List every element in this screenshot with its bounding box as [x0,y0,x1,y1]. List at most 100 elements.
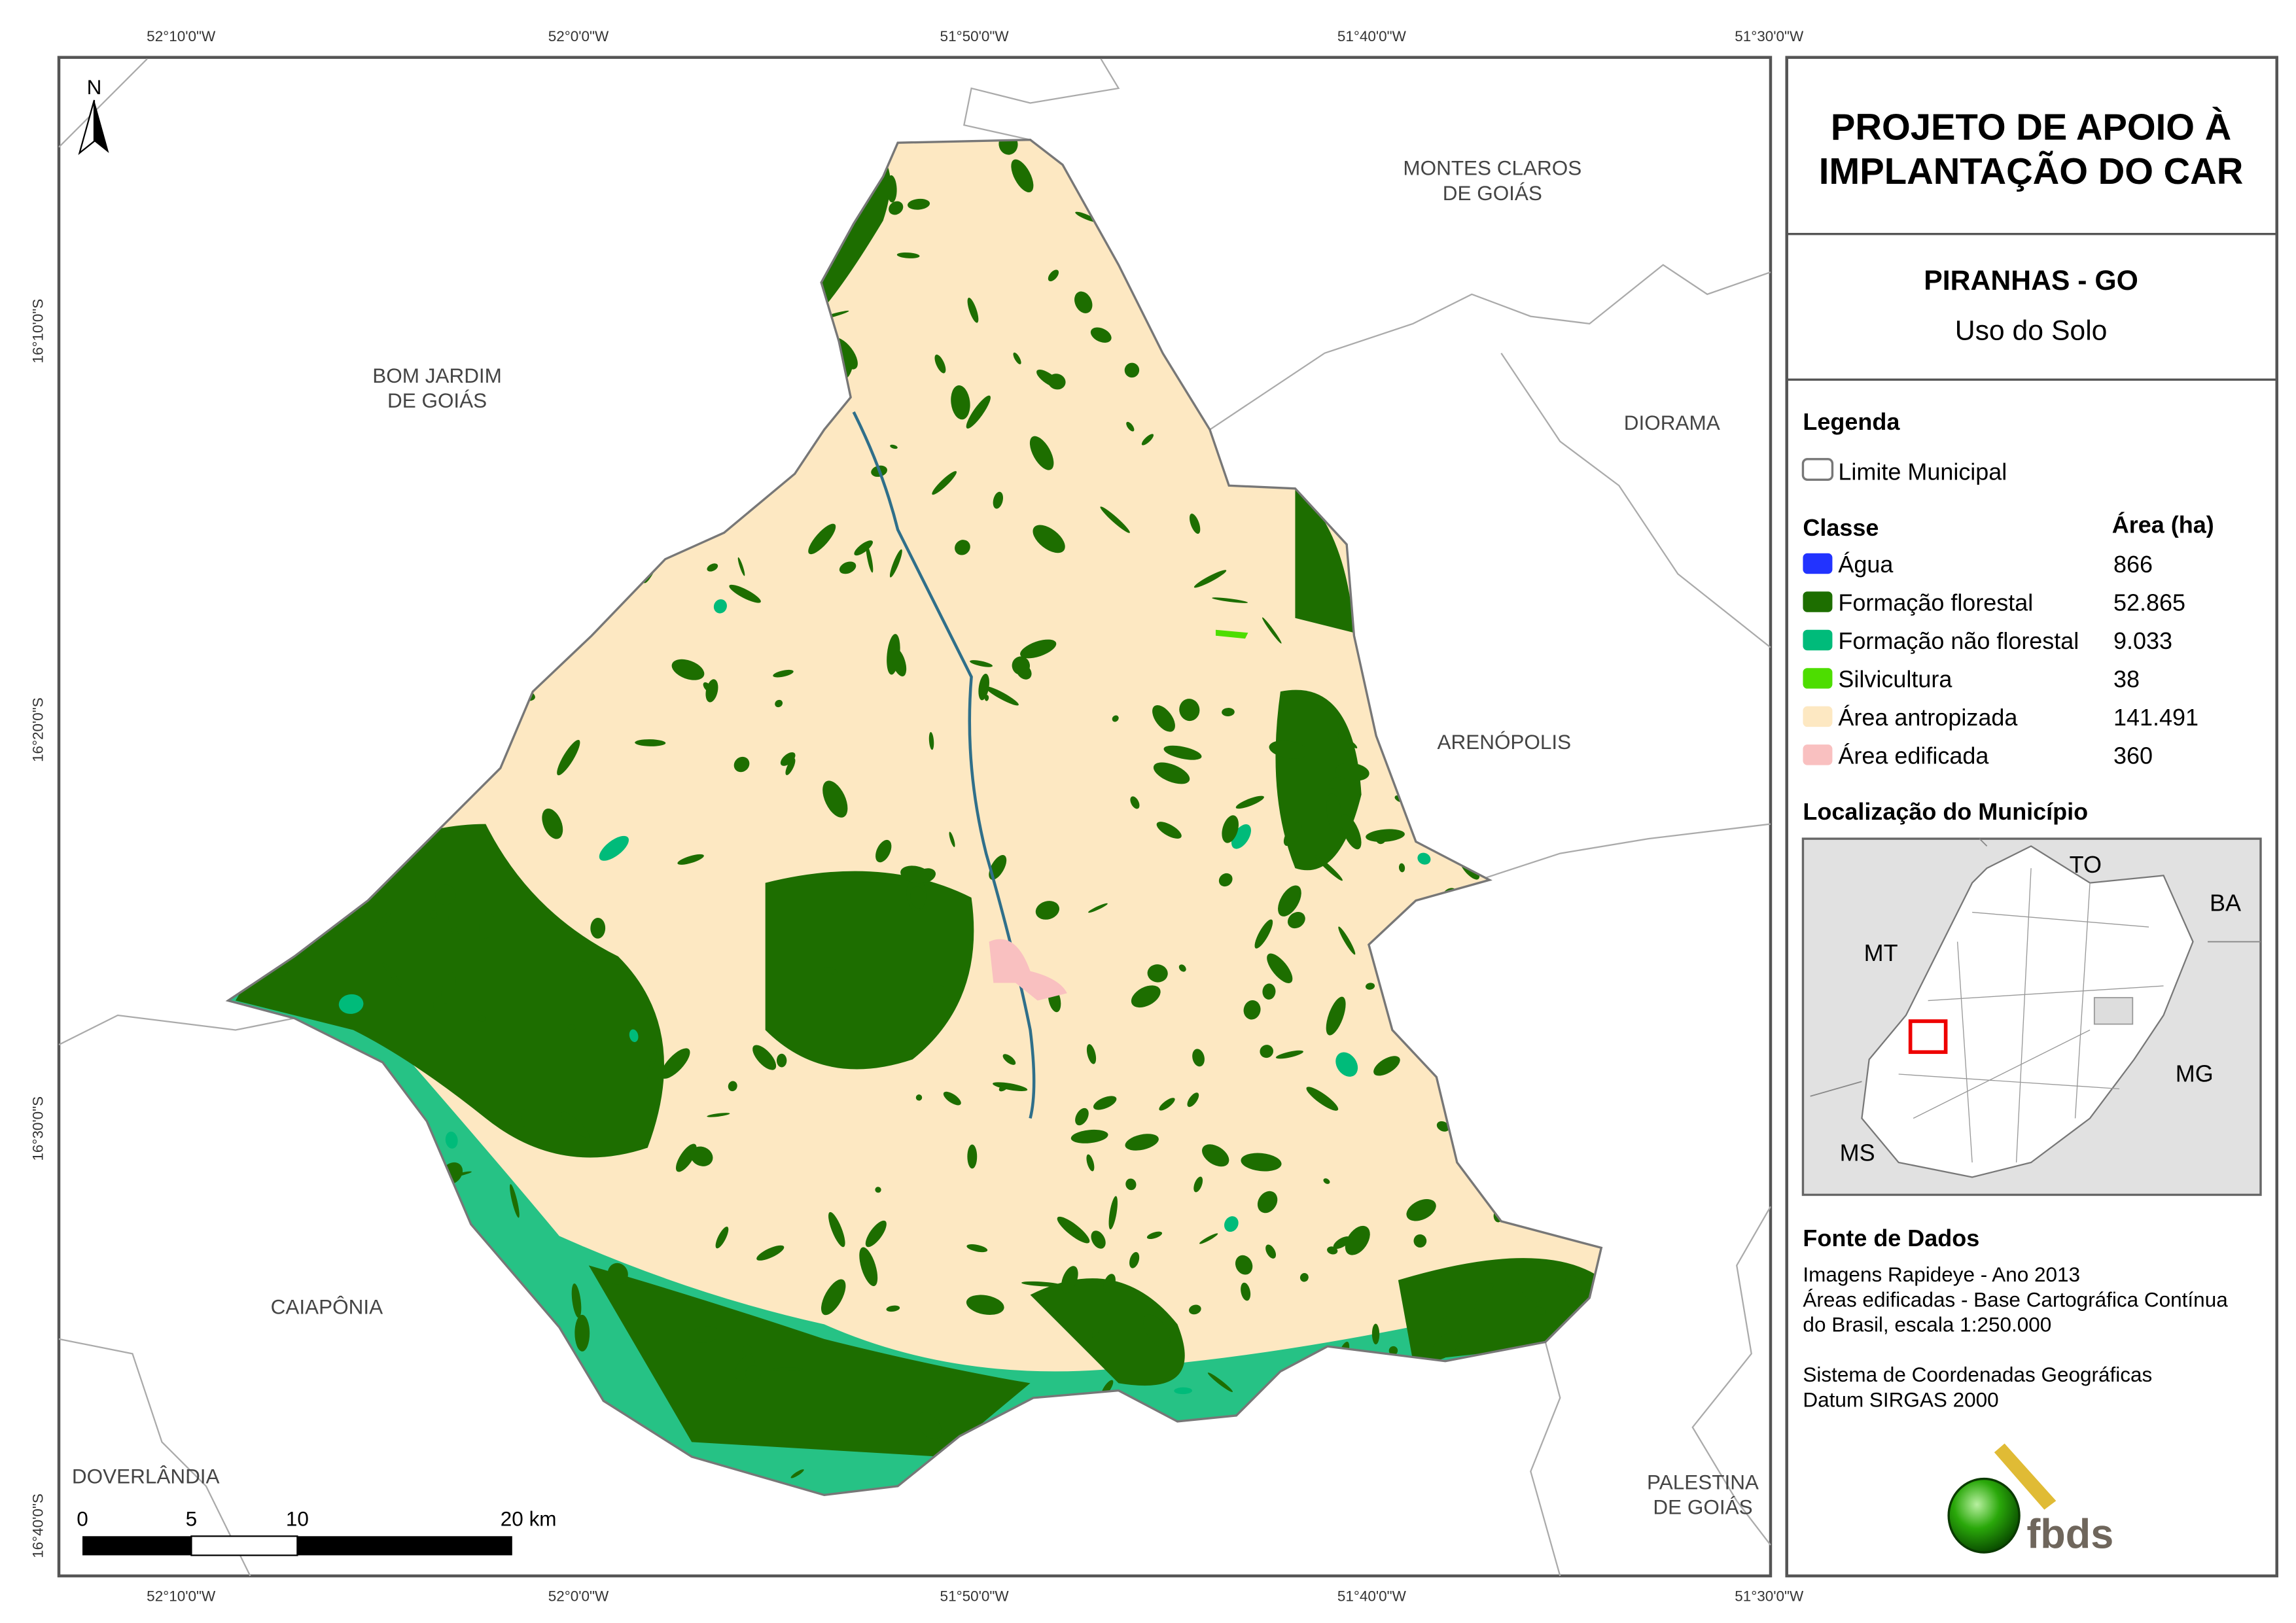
forest-patch [338,994,364,1014]
north-arrow-icon-dark [94,99,109,153]
place-labels: BOM JARDIM DE GOIÁS MONTES CLAROS DE GOI… [72,156,1759,1519]
title-line-1: PROJETO DE APOIO À [1831,107,2231,148]
forest-patch [478,1015,486,1022]
forest-patch [1163,745,1202,760]
lon-bottom-2: 51°50'0"W [940,1588,1010,1604]
forest-patch [1235,795,1264,809]
forest-patch [1338,926,1356,955]
forest-patch [590,918,606,939]
source-line-1: Imagens Rapideye - Ano 2013 [1803,1263,2080,1286]
source-line-3: do Brasil, escala 1:250.000 [1803,1313,2051,1336]
forest-patch [1189,1304,1201,1315]
inset-label-to: TO [2070,851,2102,878]
place-montes-claros-2: DE GOIÁS [1443,181,1542,205]
forest-patch [775,699,783,708]
lon-bottom-3: 51°40'0"W [1337,1588,1407,1604]
forest-patch [1326,996,1346,1036]
legend-heading: Legenda [1803,408,1900,435]
forest-patch [1143,1314,1171,1348]
forest-patch [567,1024,577,1030]
forest-patch [574,1314,590,1352]
forest-patch [1218,873,1233,887]
forest-patch [866,545,874,573]
forest-patch [1222,708,1235,716]
forest-patch [1075,211,1098,222]
forest-patch [1125,1178,1137,1191]
forest-patch [675,1143,697,1172]
forest-patch [1212,597,1248,603]
forest-patch [1241,1282,1251,1301]
forest-patch [1341,814,1362,850]
legend-swatch [1803,629,1833,651]
forest-patch [1048,270,1059,281]
lat-2: 16°30'0"S [29,1096,46,1161]
place-arenopolis: ARENÓPOLIS [1437,730,1571,754]
forest-patch [1373,1056,1400,1076]
forest-patch [1124,362,1140,378]
scale-tick-10: 10 [286,1507,309,1531]
forest-patch [1371,1323,1380,1345]
forest-patch [1193,1176,1203,1193]
forest-patch [430,910,438,919]
forest-patch [896,252,920,258]
forest-patch [854,540,874,556]
location-marker [1908,1019,1948,1055]
forest-patch [542,808,563,839]
lon-top-2: 51°50'0"W [940,28,1010,44]
forest-patch [381,962,403,988]
forest-patch [1326,793,1342,833]
place-doverlandia: DOVERLÂNDIA [72,1464,220,1488]
forest-patch [1011,159,1034,193]
forest-patch [1147,964,1168,983]
forest-patch [822,780,848,818]
forest-patch [1299,1272,1309,1282]
forest-patch [1129,1251,1140,1268]
forest-patch [1057,1216,1090,1244]
forest-patch [1348,740,1358,748]
place-palestina-2: DE GOIÁS [1653,1495,1752,1519]
place-bom-jardim: BOM JARDIM [372,364,502,387]
forest-patch [629,1029,639,1042]
forest-patch [690,1146,713,1166]
forest-patch [932,471,957,495]
forest-patch [1035,901,1060,920]
forest-patch [689,1326,720,1343]
legend-swatch [1803,668,1833,689]
crs-line-2: Datum SIRGAS 2000 [1803,1387,1998,1411]
forest-patch [890,444,898,449]
forest-patch [1335,763,1369,781]
forest-patch [970,660,993,667]
forest-patch [756,1245,785,1261]
forest-patch [1070,1129,1108,1143]
forest-patch [949,831,955,847]
forest-patch [934,354,946,374]
forest-patch [891,648,907,676]
forest-patch [607,1263,628,1285]
forest-patch [1388,1346,1398,1355]
forest-patch [1278,885,1301,916]
forest-patch [1413,1234,1427,1248]
forest-patch [917,1412,942,1440]
forest-patch [1021,1281,1062,1287]
forest-patch [1029,436,1054,470]
boundary-label: Limite Municipal [1838,458,2007,485]
forest-patch [1141,434,1154,445]
map-subtitle: Uso do Solo [1955,315,2108,347]
forest-patch [445,1131,458,1149]
forest-patch [510,1184,520,1218]
forest-patch [932,985,950,998]
forest-patch [1189,514,1201,534]
lon-bottom-0: 52°10'0"W [147,1588,216,1604]
forest-patch [1306,1087,1339,1111]
forest-patch [1159,1098,1175,1111]
forest-patch [1103,1274,1116,1293]
goias-state-shape [1861,845,2194,1178]
logo-text: fbds [2026,1511,2113,1557]
crs-line-1: Sistema de Coordenadas Geográficas [1803,1363,2152,1386]
forest-patch [1337,724,1346,741]
forest-patch [1333,1236,1351,1249]
legend-class-label: Formação não florestal [1838,627,2079,654]
forest-patch [875,839,892,863]
forest-patch [1534,1306,1546,1315]
forest-patch [1287,911,1305,929]
